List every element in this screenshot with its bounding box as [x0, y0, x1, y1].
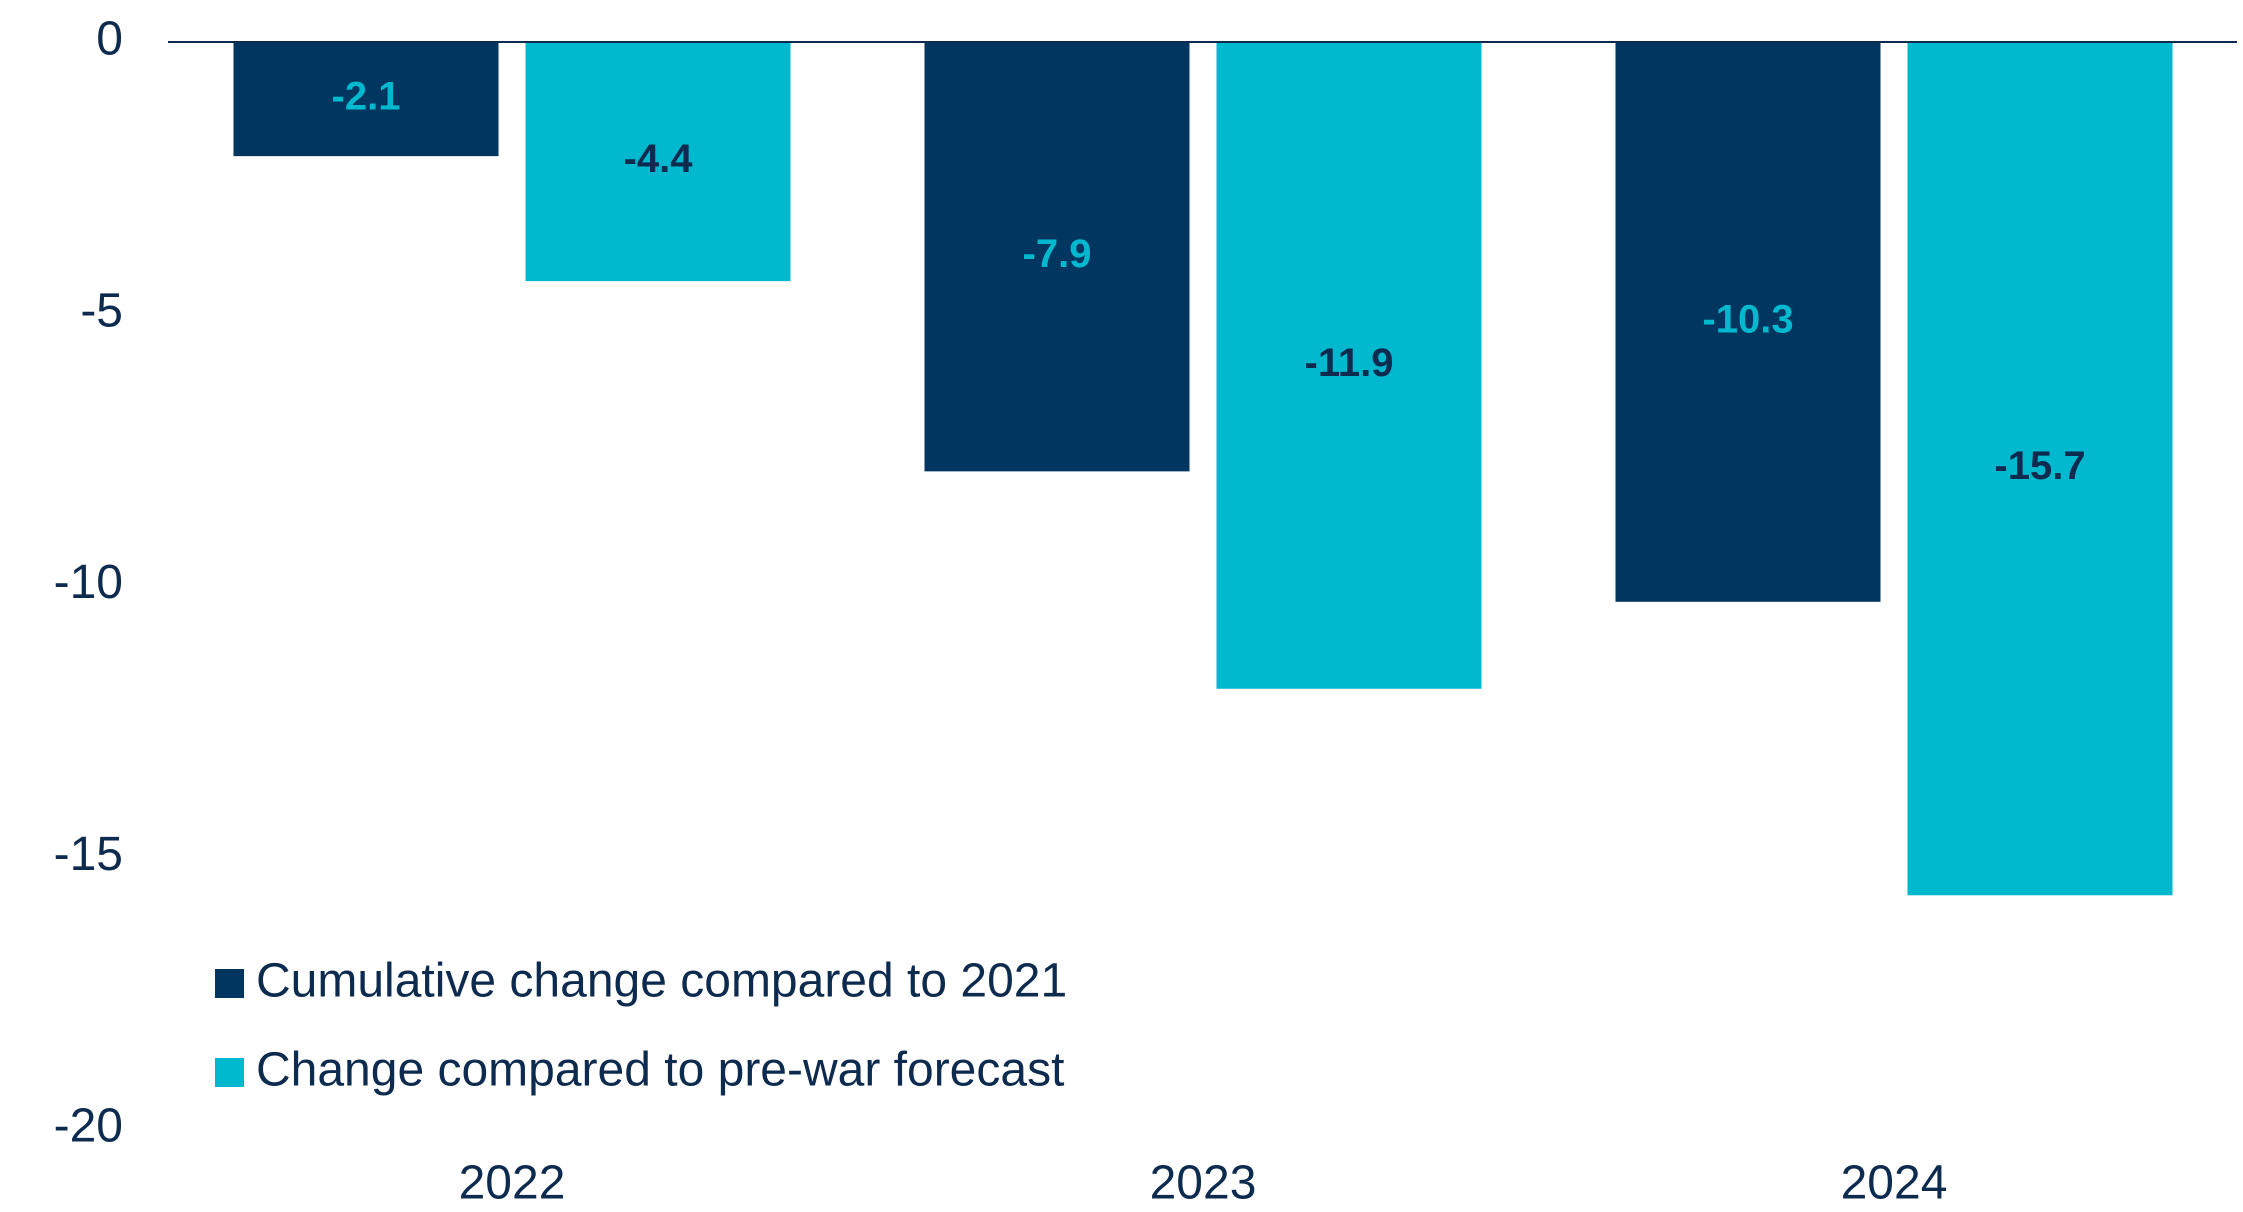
value-label: -15.7	[1994, 444, 2085, 488]
value-label: -2.1	[332, 75, 401, 119]
value-label: -4.4	[624, 137, 694, 181]
x-tick-label: 2024	[1841, 1157, 1948, 1210]
bar	[1216, 42, 1482, 689]
bar	[1615, 42, 1881, 602]
bar	[1907, 42, 2173, 896]
bar	[233, 42, 499, 157]
value-label: -10.3	[1702, 297, 1793, 341]
y-tick-label: 0	[96, 13, 123, 66]
x-tick-label: 2023	[1150, 1157, 1257, 1210]
bar	[525, 42, 791, 282]
bar	[924, 42, 1190, 472]
y-tick-label: -5	[80, 284, 123, 337]
y-tick-label: -10	[54, 556, 123, 609]
legend-label: Change compared to pre-war forecast	[256, 1044, 1064, 1097]
legend-swatch	[215, 1058, 244, 1087]
legend-swatch	[215, 969, 244, 998]
y-tick-label: -20	[54, 1100, 123, 1153]
x-tick-label: 2022	[459, 1157, 566, 1210]
legend-label: Cumulative change compared to 2021	[256, 955, 1067, 1008]
value-label: -7.9	[1023, 232, 1092, 276]
value-label: -11.9	[1305, 341, 1394, 385]
y-tick-label: -15	[54, 828, 123, 881]
